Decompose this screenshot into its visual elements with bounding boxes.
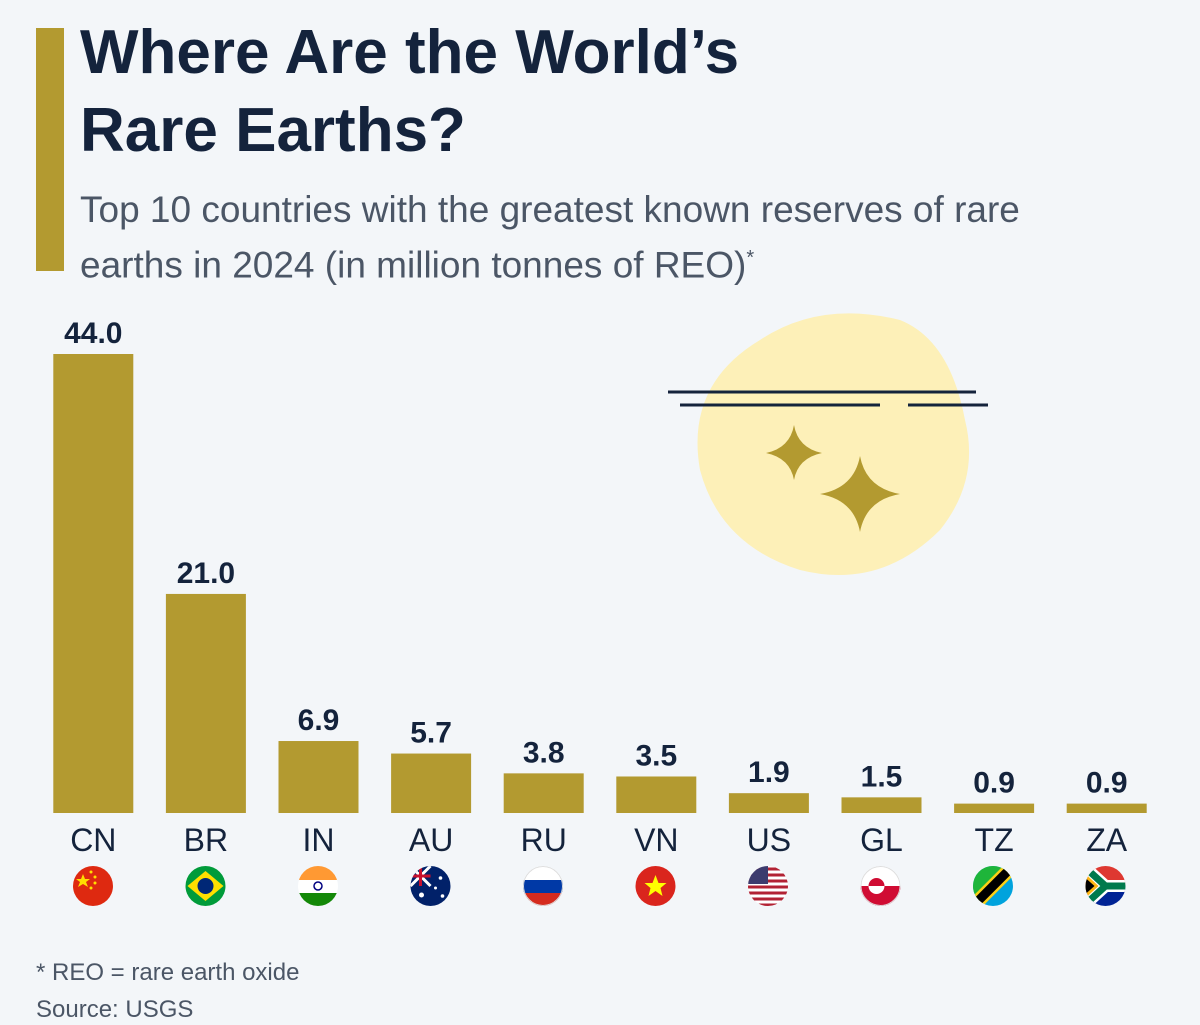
flag: [73, 866, 113, 906]
value-label: 5.7: [410, 717, 452, 750]
bar: [278, 741, 359, 813]
value-label: 0.9: [1086, 767, 1128, 800]
flag: [748, 866, 788, 906]
flag: [1085, 866, 1126, 906]
footer: * REO = rare earth oxide Source: USGS: [36, 954, 299, 1025]
value-label: 21.0: [177, 557, 235, 590]
bar: [728, 793, 809, 813]
decoration: [668, 313, 988, 575]
value-label: 0.9: [973, 767, 1015, 800]
value-label: 3.8: [523, 736, 565, 769]
flag: [298, 866, 338, 906]
flags: [73, 866, 1126, 906]
x-tick-label: CN: [70, 822, 116, 858]
value-label: 44.0: [64, 317, 122, 350]
x-tick-label: IN: [303, 822, 335, 858]
x-tick-label: GL: [860, 822, 903, 858]
bar: [503, 773, 584, 813]
bar: [53, 354, 134, 813]
bar: [391, 753, 472, 813]
flag: [973, 866, 1013, 906]
chart-subtitle: Top 10 countries with the greatest known…: [80, 186, 1030, 289]
value-label: 1.9: [748, 756, 790, 789]
value-label: 1.5: [861, 760, 903, 793]
flag: [410, 866, 451, 906]
bar: [841, 797, 922, 813]
flag: [635, 866, 676, 906]
bar: [1066, 803, 1147, 813]
subtitle-marker: *: [746, 247, 755, 269]
source: Source: USGS: [36, 996, 194, 1023]
x-tick-label: VN: [634, 822, 678, 858]
accent-bar: [36, 28, 64, 271]
bar: [165, 593, 246, 813]
value-label: 6.9: [298, 704, 340, 737]
x-tick-label: BR: [184, 822, 228, 858]
x-tick-label: ZA: [1086, 822, 1128, 858]
bar: [954, 803, 1035, 813]
bar: [616, 776, 697, 813]
flag: [185, 866, 226, 906]
chart-title: Where Are the World’s Rare Earths?: [80, 18, 740, 165]
x-tick-label: AU: [409, 822, 453, 858]
subtitle-text: Top 10 countries with the greatest known…: [80, 189, 1020, 286]
flag: [860, 866, 901, 906]
x-tick-label: RU: [521, 822, 567, 858]
value-label: 3.5: [635, 739, 677, 772]
x-tick-label: US: [747, 822, 791, 858]
x-tick-label: TZ: [975, 822, 1014, 858]
flag: [523, 866, 563, 906]
footnote: * REO = rare earth oxide: [36, 959, 300, 986]
